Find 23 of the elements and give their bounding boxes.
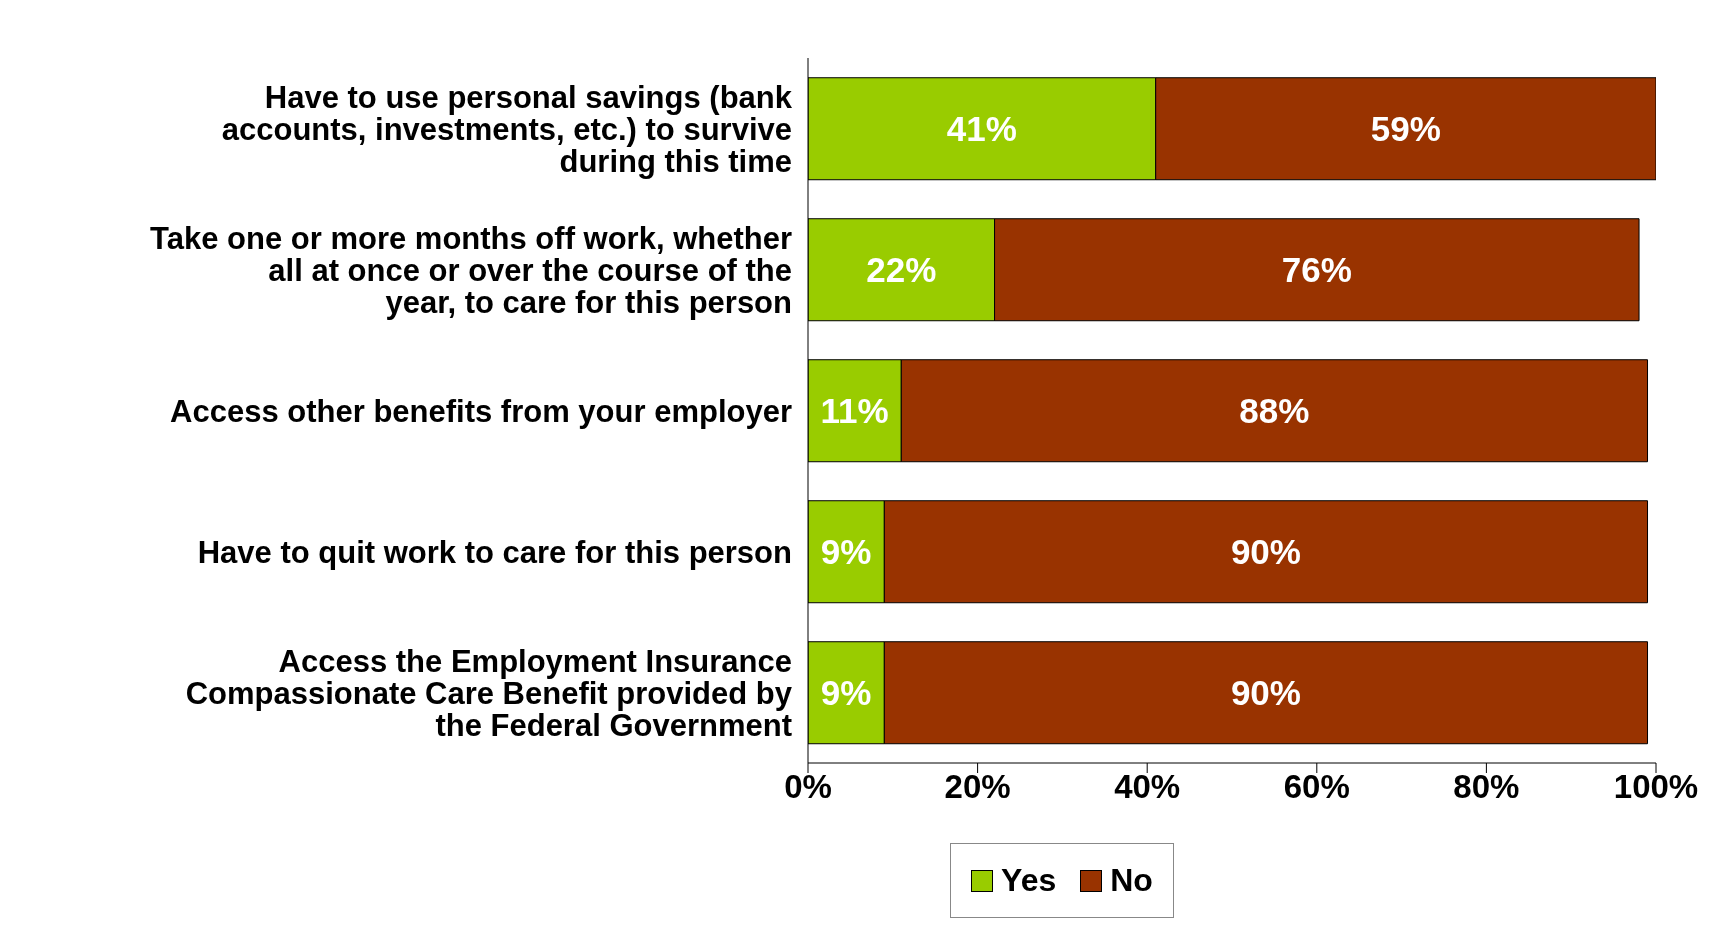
legend-label: No [1109,862,1153,899]
legend-label: Yes [1000,862,1057,899]
y-tick-label: Take one or more months off work, whether all at once or over the course of the year, to care for this person [150,220,792,319]
x-tick-label: 40% [1114,768,1181,806]
data-label: 90% [1230,532,1301,572]
x-tick-label: 20% [944,768,1011,806]
data-label: 9% [820,673,872,713]
y-tick-label: Have to quit work to care for this person [197,534,792,569]
data-label: 11% [820,391,889,431]
x-tick-label: 0% [784,768,832,806]
data-label: 76% [1281,250,1352,290]
data-label: 9% [820,532,872,572]
x-tick-label: 60% [1283,768,1350,806]
data-label: 41% [946,109,1017,149]
y-tick-label: Access the Employment Insurance Compassionate Care Benefit provided by the Federal Government [185,643,793,742]
x-tick-label: 80% [1453,768,1520,806]
x-tick-label: 100% [1613,768,1699,806]
y-tick-label: Access other benefits from your employer [170,393,792,428]
data-label: 59% [1370,109,1441,149]
data-label: 22% [866,250,937,290]
data-label: 88% [1239,391,1310,431]
y-tick-label: Have to use personal savings (bank accounts, investments, etc.) to survive during this time [221,79,793,178]
data-label: 90% [1230,673,1301,713]
